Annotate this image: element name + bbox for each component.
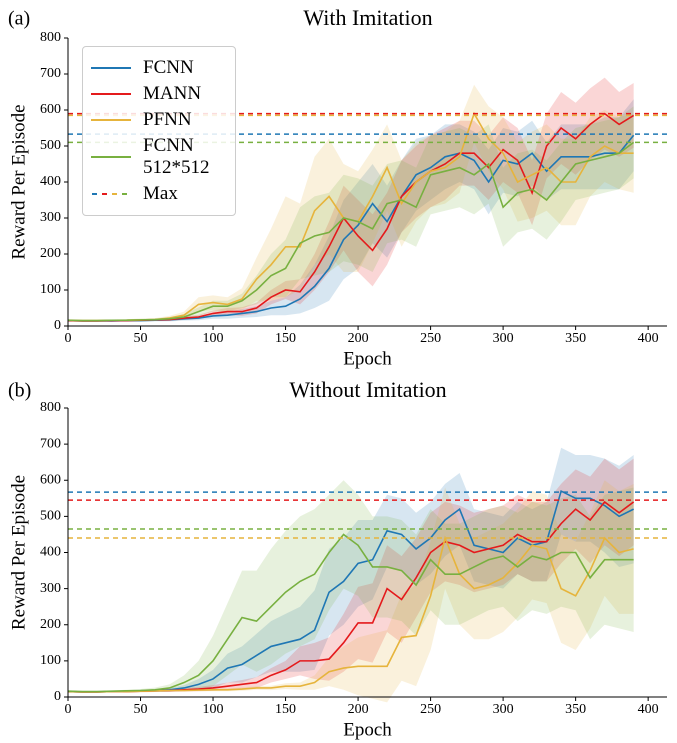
x-tick-label: 250: [420, 702, 441, 717]
x-tick-label: 400: [638, 331, 659, 346]
x-tick-label: 0: [65, 331, 72, 346]
y-tick-label: 500: [40, 509, 61, 524]
error-band: [68, 447, 634, 693]
y-tick-label: 500: [40, 138, 61, 153]
x-tick-label: 150: [275, 331, 296, 346]
legend-label: MANN: [143, 83, 202, 104]
x-tick-label: 250: [420, 331, 441, 346]
y-tick-label: 600: [40, 102, 61, 117]
y-tick-label: 100: [40, 282, 61, 297]
legend-swatch: [91, 119, 131, 121]
error-band: [68, 84, 634, 322]
x-tick-label: 0: [65, 702, 72, 717]
error-band: [68, 480, 634, 693]
x-axis-label: Epoch: [343, 348, 392, 369]
x-tick-label: 150: [275, 702, 296, 717]
y-tick-label: 400: [40, 545, 61, 560]
x-tick-label: 200: [348, 702, 369, 717]
series-line: [67, 141, 635, 322]
error-band: [68, 458, 634, 693]
x-tick-label: 400: [638, 702, 659, 717]
y-axis-label: Reward Per Episode: [8, 475, 29, 630]
x-tick-label: 50: [134, 702, 148, 717]
x-tick-label: 100: [203, 702, 224, 717]
error-band: [68, 77, 634, 322]
y-tick-label: 700: [40, 66, 61, 81]
x-tick-label: 200: [348, 331, 369, 346]
legend-label: FCNN: [143, 57, 194, 78]
legend-entry: FCNN: [83, 57, 235, 79]
y-tick-label: 100: [40, 653, 61, 668]
x-tick-label: 50: [134, 331, 148, 346]
legend-entry: Max: [83, 183, 235, 205]
y-tick-label: 400: [40, 174, 61, 189]
y-tick-label: 200: [40, 617, 61, 632]
y-tick-label: 300: [40, 210, 61, 225]
y-tick-label: 800: [40, 30, 61, 45]
legend-swatch: [91, 156, 131, 158]
y-tick-label: 300: [40, 581, 61, 596]
legend-entry: FCNN 512*512: [83, 135, 235, 179]
legend-swatch: [92, 193, 127, 195]
legend-entry: PFNN: [83, 109, 235, 131]
panel-label: (b): [8, 380, 31, 402]
x-tick-label: 350: [565, 702, 586, 717]
y-tick-label: 0: [54, 318, 61, 333]
legend-swatch: [91, 93, 131, 95]
series-line: [67, 533, 634, 693]
error-band: [68, 106, 634, 322]
x-tick-label: 300: [493, 702, 514, 717]
y-tick-label: 800: [40, 400, 61, 415]
legend-label: FCNN 512*512: [143, 135, 210, 178]
series-line: [67, 535, 634, 693]
y-tick-label: 200: [40, 246, 61, 261]
y-axis-label: Reward Per Episode: [8, 104, 29, 259]
error-band: [68, 99, 634, 322]
x-tick-label: 350: [565, 331, 586, 346]
legend: FCNN MANN PFNN FCNN 512*512 Max: [82, 46, 236, 216]
error-band: [68, 480, 634, 703]
chart-title: Without Imitation: [289, 377, 446, 402]
legend-label: Max: [143, 183, 178, 204]
y-tick-label: 0: [54, 689, 61, 704]
x-axis-label: Epoch: [343, 719, 392, 740]
legend-entry: MANN: [83, 83, 235, 105]
x-tick-label: 300: [493, 331, 514, 346]
legend-swatch: [91, 67, 131, 69]
legend-label: PFNN: [143, 109, 192, 130]
y-tick-label: 600: [40, 472, 61, 487]
chart-title: With Imitation: [303, 5, 432, 30]
x-tick-label: 100: [203, 331, 224, 346]
y-tick-label: 700: [40, 436, 61, 451]
panel-label: (a): [8, 8, 30, 30]
